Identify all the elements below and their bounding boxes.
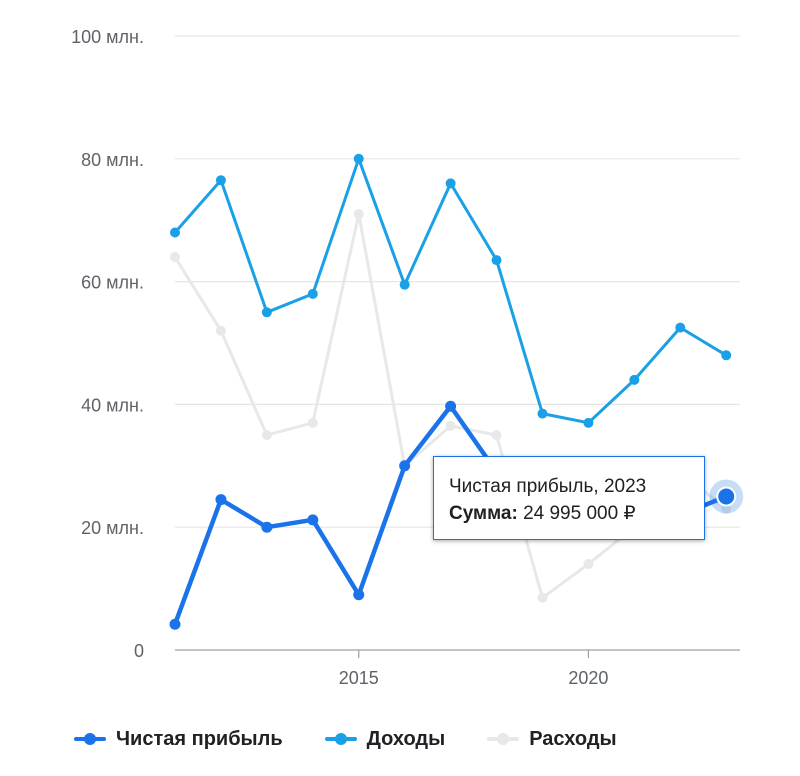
data-point-expenses[interactable] xyxy=(307,417,318,428)
series-income xyxy=(170,153,732,428)
data-point-income[interactable] xyxy=(629,374,640,385)
y-tick-label: 100 млн. xyxy=(71,27,144,47)
data-point-expenses[interactable] xyxy=(537,592,548,603)
data-point-expenses[interactable] xyxy=(261,430,272,441)
data-point-net-profit[interactable] xyxy=(261,521,273,533)
tooltip-value-label: Сумма: xyxy=(449,503,518,524)
chart-legend: Чистая прибыль Доходы Расходы xyxy=(74,724,659,754)
data-point-expenses[interactable] xyxy=(721,503,732,514)
data-point-expenses[interactable] xyxy=(583,559,594,570)
data-point-expenses[interactable] xyxy=(353,209,364,220)
data-point-income[interactable] xyxy=(445,178,456,189)
data-point-expenses[interactable] xyxy=(491,430,502,441)
data-point-income[interactable] xyxy=(261,307,272,318)
chart-tooltip: Чистая прибыль, 2023 Сумма: 24 995 000 ₽ xyxy=(433,456,705,540)
y-tick-label: 60 млн. xyxy=(81,273,144,293)
data-point-net-profit[interactable] xyxy=(169,618,181,630)
legend-item-expenses[interactable]: Расходы xyxy=(487,727,617,751)
tooltip-value: 24 995 000 ₽ xyxy=(523,503,636,524)
tooltip-title: Чистая прибыль, 2023 xyxy=(449,476,647,497)
data-point-net-profit[interactable] xyxy=(353,589,365,601)
x-tick-label: 2015 xyxy=(339,668,379,688)
data-point-expenses[interactable] xyxy=(215,325,226,336)
y-tick-label: 20 млн. xyxy=(81,518,144,538)
data-point-expenses[interactable] xyxy=(170,252,180,263)
data-point-income[interactable] xyxy=(353,153,364,164)
y-tick-label: 0 xyxy=(134,641,144,661)
data-point-income[interactable] xyxy=(215,175,226,186)
data-point-net-profit[interactable] xyxy=(307,514,319,526)
legend-item-net-profit[interactable]: Чистая прибыль xyxy=(74,728,283,751)
legend-label-income: Доходы xyxy=(366,727,446,750)
data-point-income[interactable] xyxy=(583,417,594,428)
series-line-income xyxy=(173,157,728,425)
legend-swatch-expenses xyxy=(487,733,520,745)
data-point-income[interactable] xyxy=(537,408,548,419)
legend-swatch-income xyxy=(324,733,357,745)
tooltip-value-row: Сумма: 24 995 000 ₽ xyxy=(449,500,704,527)
legend-item-income[interactable]: Доходы xyxy=(324,727,446,751)
x-tick-label: 2020 xyxy=(568,668,608,688)
y-tick-label: 40 млн. xyxy=(81,395,144,415)
highlighted-data-point[interactable] xyxy=(716,486,737,507)
data-point-net-profit[interactable] xyxy=(445,400,457,412)
data-point-net-profit[interactable] xyxy=(215,494,227,506)
data-point-income[interactable] xyxy=(675,322,686,333)
legend-label-net-profit: Чистая прибыль xyxy=(116,727,283,750)
data-point-income[interactable] xyxy=(399,279,410,290)
data-point-net-profit[interactable] xyxy=(399,460,411,472)
data-point-income[interactable] xyxy=(491,255,502,266)
data-point-income[interactable] xyxy=(721,350,732,361)
data-point-expenses[interactable] xyxy=(445,420,456,431)
legend-label-expenses: Расходы xyxy=(529,727,617,750)
y-tick-label: 80 млн. xyxy=(81,150,144,170)
data-point-income[interactable] xyxy=(170,227,180,238)
data-point-income[interactable] xyxy=(307,288,318,299)
legend-swatch-net-profit xyxy=(74,733,106,745)
